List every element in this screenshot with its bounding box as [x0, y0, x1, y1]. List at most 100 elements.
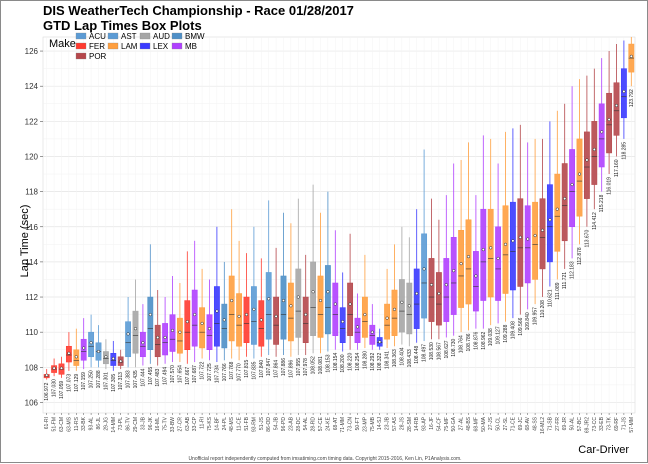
mean-marker: [333, 302, 337, 306]
box-body: [243, 296, 250, 343]
box-body: [236, 293, 243, 347]
legend: Make ACU AST AUD BMW FER LAM LEX MB POR: [49, 32, 205, 61]
box-body: [591, 121, 598, 185]
x-tick-label: 69-JR: [562, 417, 568, 431]
min-lap-label: 107.383: [126, 370, 132, 388]
x-tick-label: 16-JF: [429, 417, 435, 430]
min-lap-label: 108.363: [392, 349, 398, 367]
box-body: [206, 314, 213, 350]
legend-swatch: [171, 42, 183, 50]
min-lap-label: 106.972: [44, 382, 50, 400]
mean-marker: [415, 291, 419, 296]
chart-subtitle: GTD Lap Times Box Plots: [43, 18, 202, 33]
x-tick-label: 50-GA: [451, 416, 457, 431]
mean-marker: [407, 304, 411, 308]
mean-marker: [237, 314, 241, 318]
x-tick-label: 75-MF: [444, 417, 450, 431]
min-lap-label: 108.530: [429, 342, 435, 360]
mean-marker: [378, 340, 382, 344]
box-body: [398, 279, 405, 333]
x-tick-label: 14-BF: [214, 417, 220, 431]
legend-swatch: [75, 32, 87, 40]
min-lap-label: 109.127: [496, 326, 502, 344]
legend-label: BMW: [185, 32, 205, 41]
x-tick-label: 54-AL: [303, 417, 309, 431]
y-tick-label: 122: [25, 117, 39, 126]
legend-label: ACU: [89, 32, 106, 41]
min-lap-label: 107.313: [118, 372, 124, 390]
min-lap-label: 107.494: [163, 367, 169, 385]
x-tick-label: 51-FB: [244, 416, 250, 430]
box-body: [391, 289, 398, 336]
mean-marker: [607, 118, 611, 122]
box-body: [169, 314, 176, 352]
mean-marker: [289, 304, 293, 308]
x-tick-label: 28-JS: [399, 416, 405, 430]
x-tick-label: 33-BW: [170, 417, 176, 433]
x-tick-label: 69-JR2: [584, 417, 590, 433]
box-body: [561, 163, 568, 242]
box-body: [450, 237, 457, 315]
min-lap-label: 110.208: [540, 300, 546, 318]
mean-marker: [259, 318, 263, 322]
y-tick-label: 124: [25, 82, 39, 91]
min-lap-label: 113.670: [584, 230, 590, 248]
chart-title: DIS WeatherTech Championship - Race 01/2…: [43, 3, 354, 18]
mean-marker: [119, 359, 123, 363]
min-lap-label: 109.566: [518, 317, 524, 335]
mean-marker: [540, 228, 545, 232]
mean-marker: [600, 130, 604, 134]
mean-marker: [74, 355, 78, 359]
box-body: [458, 230, 465, 308]
x-tick-label: 69-RF: [614, 417, 620, 431]
y-tick-label: 110: [25, 328, 38, 337]
x-tick-label: 33-JB: [140, 416, 146, 430]
min-lap-label: 107.030: [52, 379, 58, 397]
min-lap-label: 123.792: [629, 89, 635, 107]
mean-marker: [67, 351, 71, 355]
box-body: [598, 103, 605, 168]
box-body: [384, 303, 391, 340]
box-body: [361, 296, 368, 338]
min-lap-label: 108.627: [444, 340, 450, 358]
box-body: [295, 268, 302, 338]
mean-marker: [200, 321, 204, 325]
mean-marker: [459, 262, 463, 266]
x-tick-label: 71-CE: [510, 416, 516, 431]
mean-marker: [111, 356, 115, 361]
box-body: [620, 68, 627, 119]
mean-marker: [385, 316, 389, 320]
x-tick-label: 14-MM: [111, 417, 117, 433]
mean-marker: [555, 207, 559, 211]
min-lap-label: 107.059: [59, 381, 65, 399]
x-tick-label: 68-AT: [333, 417, 339, 430]
mean-marker: [481, 248, 485, 252]
min-lap-label: 108.153: [325, 354, 331, 372]
mean-marker: [526, 237, 530, 241]
x-tick-label: 48-BS: [466, 416, 472, 431]
min-lap-label: 107.159: [81, 372, 87, 390]
min-lap-label: 118.285: [621, 142, 627, 160]
min-lap-label: 116.019: [607, 177, 613, 195]
x-tick-label: 73-CC: [592, 417, 598, 432]
min-lap-label: 107.864: [274, 360, 280, 378]
legend-label: AUD: [153, 32, 170, 41]
box-body: [354, 317, 361, 343]
min-lap-label: 108.497: [422, 344, 428, 362]
mean-marker: [148, 313, 152, 317]
box-body: [317, 275, 324, 338]
min-lap-label: 108.764: [459, 335, 465, 353]
min-lap-label: 107.435: [133, 370, 139, 388]
min-lap-label: 107.847: [266, 358, 272, 376]
box-body: [546, 184, 553, 263]
min-lap-label: 114.412: [592, 212, 598, 230]
x-tick-label: 11-RS: [74, 416, 80, 430]
mean-marker: [163, 335, 167, 339]
plot-area: [42, 36, 636, 414]
box-body: [480, 208, 487, 301]
box-body: [428, 258, 435, 322]
legend-swatch: [139, 42, 151, 50]
x-tick-label: 86-TV: [126, 416, 132, 430]
mean-marker: [614, 103, 619, 108]
box-body: [532, 201, 539, 280]
